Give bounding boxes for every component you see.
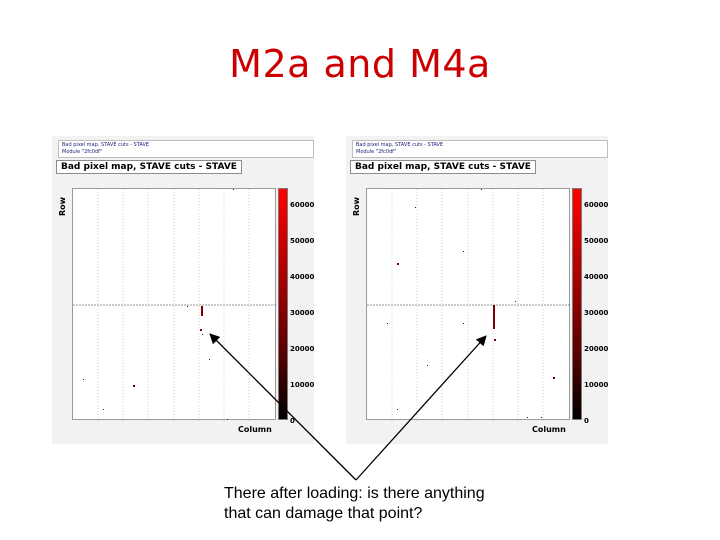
pixel-map-canvas xyxy=(73,189,277,421)
colorbar-tick: 30000 xyxy=(584,309,608,317)
colorbar-tick: 40000 xyxy=(290,273,314,281)
colorbar xyxy=(278,188,288,420)
colorbar-tick: 20000 xyxy=(290,345,314,353)
bad-pixel-map-right: Bad pixel map, STAVE cuts - STAVE Module… xyxy=(346,136,608,444)
arrow-right xyxy=(355,335,487,481)
colorbar-tick: 60000 xyxy=(584,201,608,209)
header-line-1: Bad pixel map, STAVE cuts - STAVE xyxy=(62,142,150,148)
colorbar-tick: 40000 xyxy=(584,273,608,281)
header-line-2: Module "2fc0df" xyxy=(356,149,397,155)
pixel-map-canvas xyxy=(367,189,571,421)
colorbar-tick: 30000 xyxy=(290,309,314,317)
plot-subtitle: Bad pixel map, STAVE cuts - STAVE xyxy=(350,160,536,174)
caption-line-1: There after loading: is there anything xyxy=(224,485,485,502)
slide-title: M2a and M4a xyxy=(229,42,491,86)
stats-header: Bad pixel map, STAVE cuts - STAVE Module… xyxy=(352,140,608,158)
colorbar-tick: 60000 xyxy=(290,201,314,209)
arrow-left xyxy=(209,333,357,481)
colorbar-tick: 20000 xyxy=(584,345,608,353)
colorbar-tick: 0 xyxy=(584,417,589,425)
x-axis-label: Column xyxy=(532,425,566,434)
bad-pixel-map-left: Bad pixel map, STAVE cuts - STAVE Module… xyxy=(52,136,314,444)
slide-caption: There after loading: is there anything t… xyxy=(224,484,554,524)
header-line-1: Bad pixel map, STAVE cuts - STAVE xyxy=(356,142,444,148)
colorbar xyxy=(572,188,582,420)
x-axis-label: Column xyxy=(238,425,272,434)
colorbar-tick: 50000 xyxy=(290,237,314,245)
stats-header: Bad pixel map, STAVE cuts - STAVE Module… xyxy=(58,140,314,158)
colorbar-tick: 50000 xyxy=(584,237,608,245)
header-line-2: Module "2fc0df" xyxy=(62,149,103,155)
pixel-map-frame xyxy=(366,188,571,421)
colorbar-tick: 10000 xyxy=(584,381,608,389)
caption-line-2: that can damage that point? xyxy=(224,505,423,522)
colorbar-tick: 10000 xyxy=(290,381,314,389)
plot-subtitle: Bad pixel map, STAVE cuts - STAVE xyxy=(56,160,242,174)
colorbar-tick: 0 xyxy=(290,417,295,425)
pixel-map-frame xyxy=(72,188,277,421)
